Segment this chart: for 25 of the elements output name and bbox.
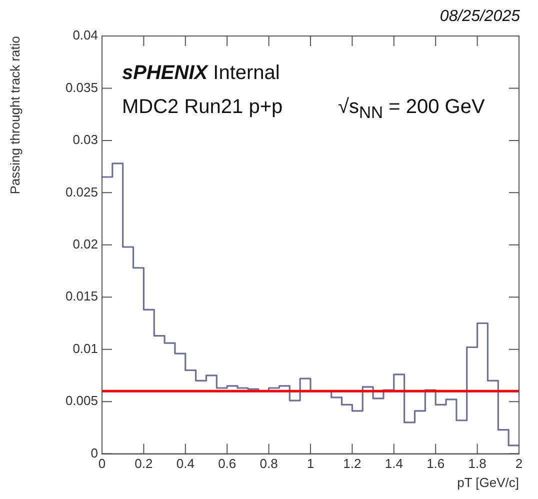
x-tick-label: 1.4 bbox=[384, 456, 403, 472]
x-tick-label: 0.4 bbox=[176, 456, 194, 472]
y-tick-label: 0 bbox=[90, 445, 98, 460]
x-tick-label: 1.6 bbox=[426, 456, 445, 472]
x-tick-label: 1.2 bbox=[343, 456, 362, 472]
annotation: sPHENIX Internal bbox=[122, 62, 280, 85]
y-tick-label: 0.04 bbox=[72, 28, 98, 43]
x-axis-title: pT [GeV/c] bbox=[457, 474, 519, 490]
x-tick-label: 0.8 bbox=[260, 456, 278, 472]
y-tick-label: 0.025 bbox=[65, 184, 98, 200]
y-axis-title: Passing throught track ratio bbox=[7, 36, 22, 194]
text: 08/25/2025 bbox=[440, 8, 520, 26]
x-tick-label: 0.6 bbox=[218, 456, 236, 472]
y-tick-label: 0.015 bbox=[65, 288, 98, 304]
x-tick-label: 2 bbox=[515, 456, 523, 472]
annotation: √s$_{NN}$ = 200 GeV bbox=[338, 96, 485, 123]
x-tick-label: 1.8 bbox=[468, 456, 486, 472]
y-tick-label: 0.035 bbox=[65, 80, 98, 95]
x-tick-label: 0.2 bbox=[134, 456, 153, 472]
y-tick-label: 0.02 bbox=[72, 236, 98, 252]
y-tick-label: 0.03 bbox=[72, 132, 98, 148]
x-tick-label: 1 bbox=[306, 456, 314, 472]
y-tick-label: 0.005 bbox=[65, 393, 98, 408]
annotation: MDC2 Run21 p+p bbox=[122, 96, 283, 119]
y-tick-label: 0.01 bbox=[72, 340, 98, 356]
